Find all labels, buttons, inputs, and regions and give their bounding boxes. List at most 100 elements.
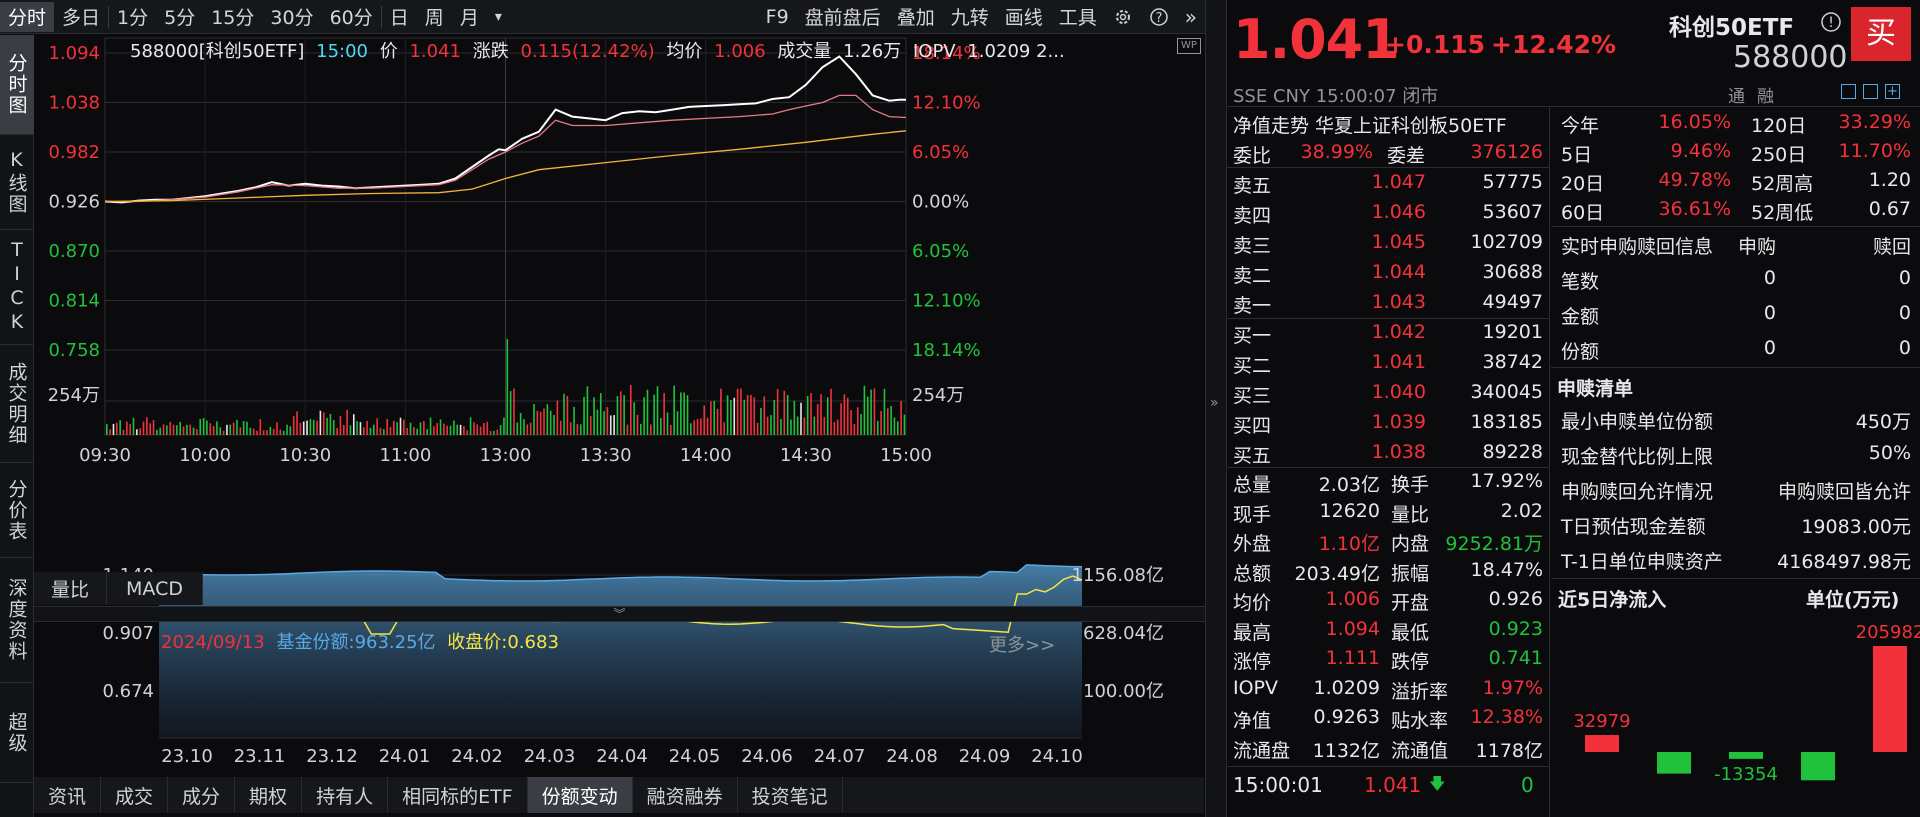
intraday-chart[interactable]: 1.094 18.14% 1.038 12.10% 0.982 6.05% 0.926 0.0… xyxy=(34,34,1205,777)
volume-bar xyxy=(676,411,679,435)
volume-bar xyxy=(286,424,288,435)
stat-value: 0.926 xyxy=(1488,588,1543,610)
tab-same-underlying-etf[interactable]: 相同标的ETF xyxy=(388,777,528,813)
period-tab-multiday[interactable]: 多日 xyxy=(62,7,101,29)
collapse-panel-icon[interactable]: » xyxy=(1210,395,1219,411)
link-icon[interactable] xyxy=(1863,84,1878,99)
volume-axis-label: 254万 xyxy=(48,385,100,406)
tab-share-changes[interactable]: 份额变动 xyxy=(527,777,633,813)
nine-turn-button[interactable]: 九转 xyxy=(950,7,989,29)
period-tab-day[interactable]: 日 xyxy=(389,7,409,29)
volume-bar xyxy=(673,385,675,435)
period-tab-60min[interactable]: 60分 xyxy=(329,7,373,29)
vtab-trade-details[interactable]: 成交明细 xyxy=(0,345,34,463)
tab-macd[interactable]: MACD xyxy=(107,572,203,605)
volume-bar xyxy=(136,429,138,435)
gear-icon[interactable] xyxy=(1105,2,1141,32)
vtab-super[interactable]: 超级 xyxy=(0,683,34,783)
volume-bar xyxy=(623,395,625,435)
buy-button[interactable]: 买 xyxy=(1851,7,1911,61)
down-arrow-icon: 🡇 xyxy=(1429,774,1446,793)
panel-divider[interactable]: » xyxy=(1205,0,1227,817)
volume-bar xyxy=(650,424,652,435)
volume-bar xyxy=(189,424,192,435)
bid-level-label: 买一 xyxy=(1233,325,1272,347)
y-axis-labels: 1.094 18.14% 1.038 12.10% 0.982 6.05% 0.926 0.0… xyxy=(48,43,981,406)
tab-news[interactable]: 资讯 xyxy=(34,777,102,813)
ask-price: 1.044 xyxy=(1371,261,1426,283)
bottom-tabs: 资讯 成交 成分 期权 持有人 相同标的ETF 份额变动 融资融券 投资笔记 xyxy=(34,777,1204,813)
perf-label: 52周低 xyxy=(1751,202,1814,224)
volume-bar xyxy=(312,419,315,435)
volume-bar xyxy=(169,421,172,435)
help-icon[interactable]: ? xyxy=(1141,2,1177,32)
edit-icon[interactable] xyxy=(1841,84,1856,99)
volume-bar xyxy=(483,423,485,435)
volume-axis-label-right: 254万 xyxy=(912,385,964,406)
volume-bar xyxy=(413,427,415,435)
volume-bar xyxy=(339,415,342,435)
tab-notes[interactable]: 投资笔记 xyxy=(738,777,843,813)
volume-bar xyxy=(252,428,255,435)
vtab-price-table[interactable]: 分价表 xyxy=(0,463,34,558)
bid-volume: 340045 xyxy=(1470,381,1543,403)
redeem-title: 申赎清单 xyxy=(1557,378,1634,400)
volume-bar xyxy=(723,422,726,435)
period-tab-5min[interactable]: 5分 xyxy=(164,7,196,29)
price-label: 价 xyxy=(379,41,398,62)
volume-bar xyxy=(226,424,228,435)
tab-options[interactable]: 期权 xyxy=(235,777,303,813)
stat-value: 12620 xyxy=(1319,499,1380,522)
volume-bar xyxy=(212,425,215,435)
volume-bar xyxy=(166,425,168,435)
nav-trend-link[interactable]: 净值走势 华夏上证科创板50ETF xyxy=(1233,115,1507,137)
volume-bar xyxy=(856,407,859,435)
volume-bar xyxy=(399,417,402,435)
volume-bar xyxy=(773,399,776,435)
volume-bar xyxy=(433,426,435,435)
info-icon[interactable]: ! xyxy=(1820,11,1842,38)
period-tab-week[interactable]: 周 xyxy=(424,7,444,29)
sub-info-label: 份额 xyxy=(1561,341,1600,363)
currency: CNY xyxy=(1272,86,1310,107)
volume-bar xyxy=(299,422,302,435)
tab-margin[interactable]: 融资融券 xyxy=(633,777,738,813)
draw-line-button[interactable]: 画线 xyxy=(1004,7,1043,29)
add-icon[interactable]: + xyxy=(1885,84,1900,99)
pre-post-market-button[interactable]: 盘前盘后 xyxy=(804,7,881,29)
period-tab-30min[interactable]: 30分 xyxy=(270,7,314,29)
more-link[interactable]: 更多>> xyxy=(989,635,1056,656)
hist-y-right-label: 628.04亿 xyxy=(1083,623,1164,644)
overlay-button[interactable]: 叠加 xyxy=(896,7,935,29)
vtab-tick[interactable]: TICK xyxy=(0,230,34,345)
volume-bar xyxy=(369,427,372,435)
view-tabs: 分时图 K线图 TICK 成交明细 分价表 深度资料 超级 xyxy=(0,35,34,817)
bid-level-label: 买三 xyxy=(1233,385,1272,407)
tab-holders[interactable]: 持有人 xyxy=(302,777,389,813)
vtab-intraday-chart[interactable]: 分时图 xyxy=(0,35,34,135)
f9-button[interactable]: F9 xyxy=(765,5,789,28)
bid-price: 1.041 xyxy=(1371,351,1426,373)
period-tab-15min[interactable]: 15分 xyxy=(211,7,255,29)
volume-bar xyxy=(629,385,632,435)
tab-trades[interactable]: 成交 xyxy=(101,777,169,813)
period-tab-1min[interactable]: 1分 xyxy=(117,7,149,29)
vtab-depth-data[interactable]: 深度资料 xyxy=(0,558,34,683)
net-inflow-bar xyxy=(1585,735,1619,752)
volume-bar xyxy=(633,402,635,435)
export-icon[interactable]: WP xyxy=(1177,38,1201,54)
tools-button[interactable]: 工具 xyxy=(1058,7,1097,29)
tab-volume-ratio[interactable]: 量比 xyxy=(34,572,107,605)
vtab-kline-chart[interactable]: K线图 xyxy=(0,135,34,230)
period-tab-month[interactable]: 月 xyxy=(459,7,479,29)
redeem-label: T日预估现金差额 xyxy=(1561,516,1706,538)
tab-components[interactable]: 成分 xyxy=(168,777,236,813)
period-tab-intraday[interactable]: 分时 xyxy=(0,1,55,32)
price-change-pct: +12.42% xyxy=(1491,30,1617,59)
hist-x-label: 24.05 xyxy=(669,746,721,767)
volume-bar xyxy=(636,414,639,435)
collapse-chevron-icon[interactable]: ︾ xyxy=(34,606,1205,622)
period-dropdown-chevron-icon[interactable]: ▾ xyxy=(494,8,502,25)
expand-icon[interactable]: » xyxy=(1184,4,1197,29)
volume-bar xyxy=(743,399,746,435)
